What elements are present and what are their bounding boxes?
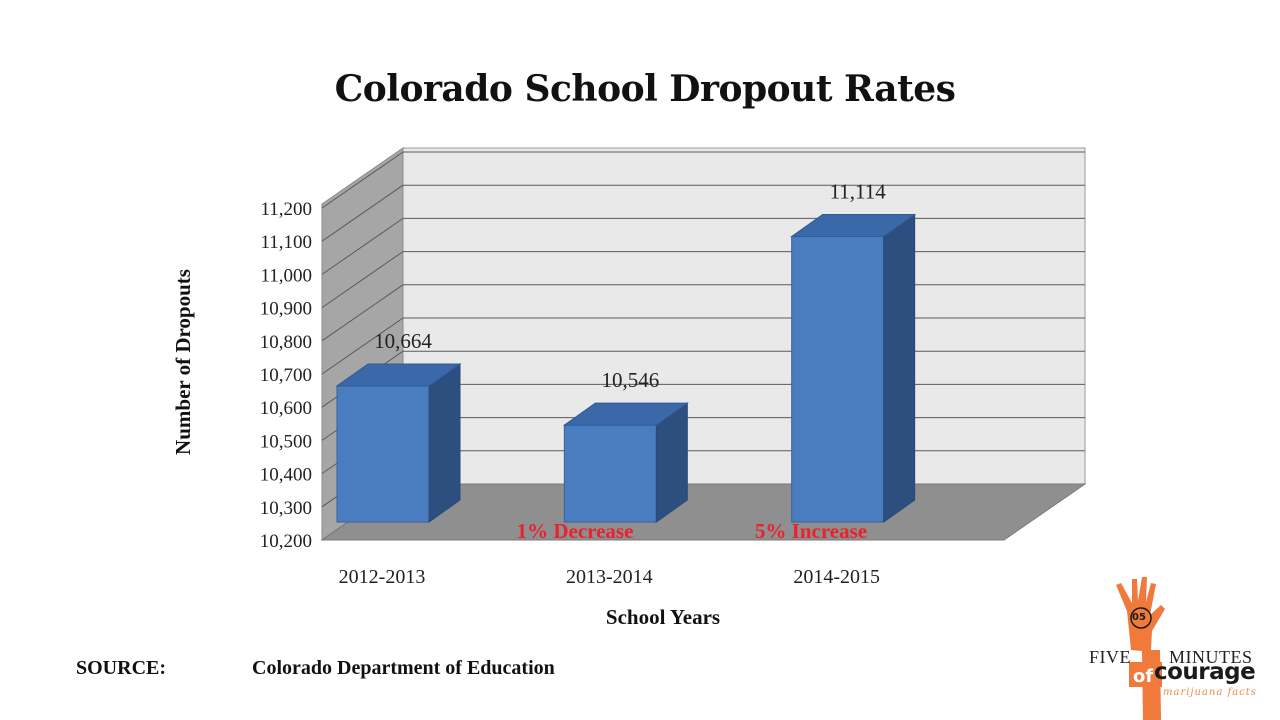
y-tick-label: 10,300 (260, 498, 312, 519)
gridline-side (321, 284, 404, 342)
chart-plot: 10,200 10,300 10,400 10,500 10,600 10,700 10,8… (171, 147, 1087, 629)
bar-side (428, 362, 461, 523)
bar (791, 236, 885, 523)
back-wall (402, 147, 1086, 485)
bar (336, 385, 430, 523)
annotation: 1% Decrease (517, 519, 634, 543)
logo-courage: courage (1154, 659, 1256, 685)
raised-hand-icon (1116, 577, 1165, 720)
gridline-side (321, 151, 404, 209)
x-tick-label: 2012-2013 (339, 566, 426, 588)
y-tick-label: 11,000 (260, 265, 312, 286)
y-tick-label: 11,100 (260, 232, 312, 253)
source-value: Colorado Department of Education (252, 657, 555, 679)
gridline-side (321, 184, 404, 242)
bar-top (562, 402, 689, 426)
bar (563, 424, 657, 523)
source-label: SOURCE: (76, 657, 167, 679)
bar-side (883, 213, 916, 523)
five-minutes-of-courage-logo: 05 FIVE MINUTES of courage marijuana fac… (1085, 575, 1275, 720)
y-tick-label: 10,700 (260, 365, 312, 386)
x-axis-title: School Years (606, 605, 720, 629)
annotation: 5% Increase (755, 519, 867, 543)
data-label: 10,664 (374, 329, 432, 353)
logo-five: FIVE (1089, 647, 1131, 667)
y-tick-label: 11,200 (260, 199, 312, 220)
gridline-side (321, 251, 404, 309)
x-tick-label: 2013-2014 (566, 566, 653, 588)
gridline-side (321, 317, 404, 375)
y-tick-label: 10,900 (260, 299, 312, 320)
logo-minutes: MINUTES (1169, 647, 1253, 667)
data-label: 11,114 (830, 180, 887, 204)
logo-tagline: marijuana facts (1163, 687, 1257, 698)
y-tick-label: 10,200 (260, 531, 312, 552)
y-axis-title: Number of Dropouts (171, 269, 195, 455)
y-tick-label: 10,400 (260, 465, 312, 486)
y-tick-label: 10,500 (260, 431, 312, 452)
x-tick-label: 2014-2015 (793, 566, 880, 588)
bar-top (335, 363, 462, 387)
y-tick-label: 10,800 (260, 332, 312, 353)
bar-top (790, 214, 917, 238)
logo-of: of (1133, 666, 1154, 687)
gridline-side (321, 217, 404, 275)
y-tick-label: 10,600 (260, 398, 312, 419)
logo-badge: 05 (1132, 612, 1146, 623)
chart-title: Colorado School Dropout Rates (334, 68, 956, 110)
data-label: 10,546 (601, 368, 659, 392)
